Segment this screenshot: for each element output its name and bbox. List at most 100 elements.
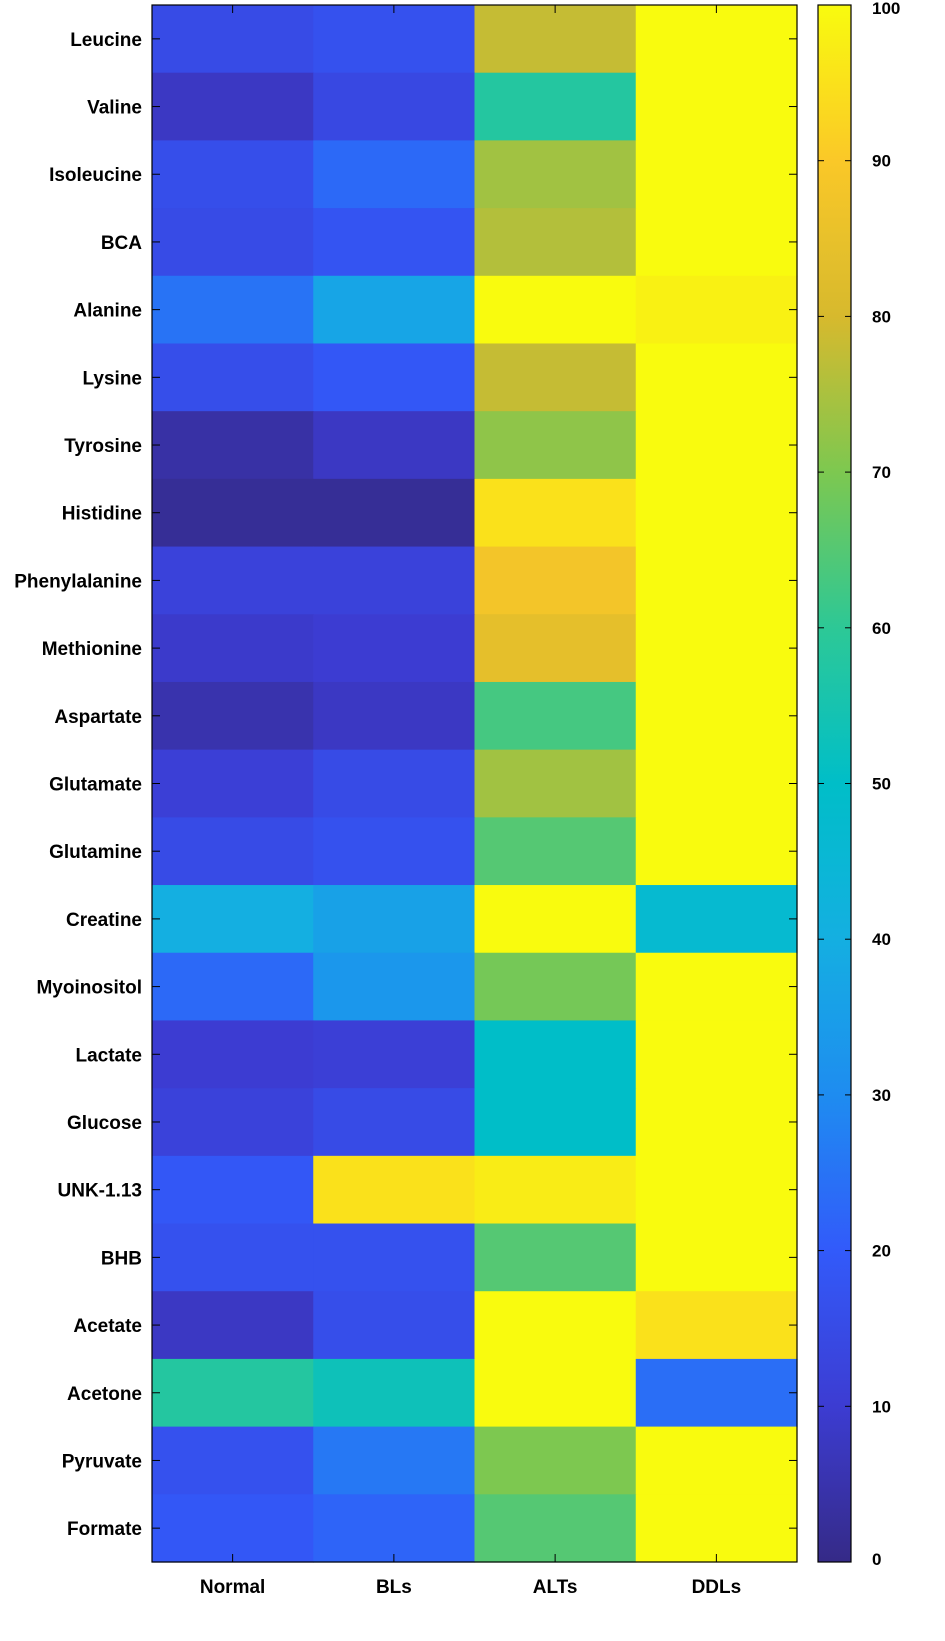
- heatmap-cell: [152, 614, 314, 683]
- x-axis-labels: Normal BLs ALTs DDLs: [200, 1577, 741, 1598]
- heatmap-cell: [313, 1223, 476, 1292]
- y-tick-label: Aspartate: [54, 707, 142, 728]
- y-axis-labels: Leucine Valine Isoleucine BCA Alanine Lysine T…: [14, 30, 142, 1540]
- colorbar-tick-label: 100: [872, 0, 900, 18]
- heatmap-cell: [313, 1291, 476, 1360]
- y-tick-label: Acetate: [73, 1316, 142, 1337]
- heatmap-cell: [152, 1291, 314, 1360]
- heatmap-cell: [313, 478, 476, 548]
- heatmap-cell: [635, 72, 798, 141]
- heatmap-cell: [313, 1358, 476, 1428]
- x-tick-label: Normal: [200, 1577, 265, 1598]
- heatmap-cell: [313, 1155, 476, 1225]
- heatmap-cell: [474, 1494, 637, 1563]
- heatmap-cell: [474, 140, 637, 209]
- heatmap-cell: [635, 275, 798, 345]
- y-tick-label: Lactate: [75, 1045, 142, 1066]
- heatmap-cell: [313, 546, 476, 615]
- heatmap-cell: [635, 952, 798, 1022]
- heatmap-cell: [474, 411, 637, 480]
- colorbar-tick-label: 40: [872, 930, 891, 949]
- heatmap-cell: [474, 749, 637, 818]
- heatmap-cell: [635, 681, 798, 751]
- heatmap-cell: [474, 952, 637, 1022]
- heatmap-cell: [474, 478, 637, 548]
- heatmap-cell: [474, 1088, 637, 1157]
- heatmap-cell: [474, 1223, 637, 1292]
- heatmap-cell: [635, 749, 798, 818]
- heatmap-cell: [152, 1155, 314, 1225]
- heatmap-cell: [635, 1088, 798, 1157]
- heatmap-cell: [474, 546, 637, 615]
- heatmap-cell: [474, 343, 637, 412]
- y-tick-label: Glutamate: [49, 775, 142, 796]
- heatmap-cell: [152, 5, 314, 74]
- heatmap-cell: [635, 1358, 798, 1428]
- y-tick-label: BCA: [101, 233, 142, 254]
- heatmap-cell: [474, 275, 637, 345]
- heatmap-cell: [313, 1088, 476, 1157]
- heatmap-cell: [474, 681, 637, 751]
- heatmap-cell: [152, 1020, 314, 1089]
- heatmap-cell: [313, 411, 476, 480]
- heatmap-cell: [635, 343, 798, 412]
- heatmap-cell: [635, 478, 798, 548]
- heatmap-cell: [313, 952, 476, 1022]
- heatmap-cell: [474, 614, 637, 683]
- heatmap-cell: [152, 952, 314, 1022]
- y-tick-label: Isoleucine: [49, 165, 142, 186]
- y-tick-label: Alanine: [73, 301, 142, 322]
- colorbar-tick-label: 60: [872, 619, 891, 638]
- heatmap-cell: [474, 5, 637, 74]
- heatmap-cell: [152, 1088, 314, 1157]
- heatmap-cell: [635, 208, 798, 277]
- heatmap-cell: [313, 681, 476, 751]
- heatmap-cell: [635, 140, 798, 209]
- heatmap-cell: [635, 817, 798, 886]
- heatmap-cell: [635, 411, 798, 480]
- heatmap-cell: [474, 208, 637, 277]
- heatmap-cell: [474, 1291, 637, 1360]
- heatmap-cell: [635, 546, 798, 615]
- heatmap-cell: [313, 885, 476, 954]
- colorbar-tick-label: 0: [872, 1550, 881, 1569]
- heatmap-cell: [313, 275, 476, 345]
- heatmap-cell: [152, 140, 314, 209]
- heatmap-cell: [474, 1020, 637, 1089]
- y-tick-label: Tyrosine: [64, 436, 142, 457]
- heatmap-cell: [313, 343, 476, 412]
- y-tick-label: Phenylalanine: [14, 571, 142, 592]
- colorbar: [817, 4, 852, 1563]
- heatmap-cell: [313, 208, 476, 277]
- y-tick-label: Glucose: [67, 1113, 142, 1134]
- y-tick-label: Valine: [87, 98, 142, 119]
- heatmap-cell: [152, 72, 314, 141]
- y-tick-label: Methionine: [42, 639, 142, 660]
- colorbar-tick-label: 10: [872, 1397, 891, 1416]
- colorbar-tick-label: 80: [872, 307, 891, 326]
- heatmap-cell: [313, 749, 476, 818]
- heatmap-cell: [635, 1020, 798, 1089]
- heatmap-cell: [635, 885, 798, 954]
- y-tick-label: Pyruvate: [62, 1452, 142, 1473]
- y-tick-label: Creatine: [66, 910, 142, 931]
- heatmap-cell: [474, 885, 637, 954]
- heatmap-cell: [474, 1358, 637, 1428]
- heatmap-cell: [313, 614, 476, 683]
- heatmap-cell: [635, 1426, 798, 1495]
- y-tick-label: Acetone: [67, 1384, 142, 1405]
- heatmap-cell: [474, 817, 637, 886]
- heatmap-cell: [152, 275, 314, 345]
- y-tick-label: Leucine: [70, 30, 142, 51]
- heatmap-cell: [152, 208, 314, 277]
- y-tick-label: Glutamine: [49, 842, 142, 863]
- heatmap-axes: [151, 4, 798, 1563]
- x-tick-label: ALTs: [533, 1577, 578, 1598]
- heatmap-cell: [635, 1155, 798, 1225]
- colorbar-tick-label: 30: [872, 1086, 891, 1105]
- heatmap-cell: [152, 1426, 314, 1495]
- heatmap-cell: [152, 343, 314, 412]
- heatmap-cell: [152, 1358, 314, 1428]
- heatmap-cell: [313, 5, 476, 74]
- colorbar-tick-label: 90: [872, 152, 891, 171]
